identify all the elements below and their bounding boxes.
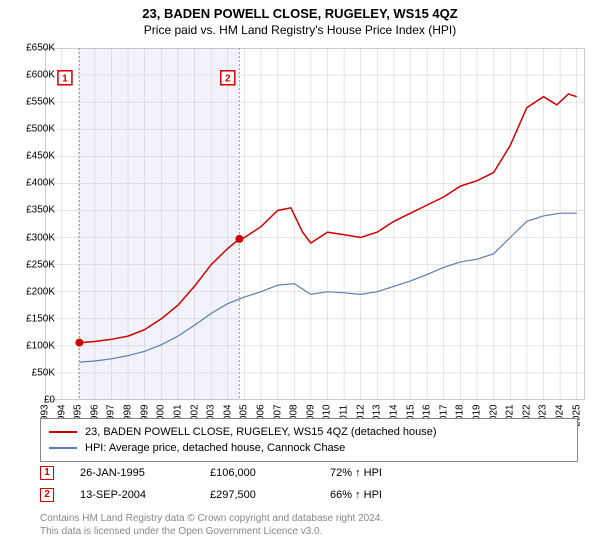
sale-date: 26-JAN-1995 xyxy=(80,467,210,479)
legend-label: HPI: Average price, detached house, Cann… xyxy=(85,442,345,454)
legend-label: 23, BADEN POWELL CLOSE, RUGELEY, WS15 4Q… xyxy=(85,426,437,438)
svg-text:1: 1 xyxy=(62,73,68,84)
legend-item: HPI: Average price, detached house, Cann… xyxy=(49,440,569,456)
footer-line: This data is licensed under the Open Gov… xyxy=(40,525,383,538)
chart-subtitle: Price paid vs. HM Land Registry's House … xyxy=(0,21,600,37)
sale-price: £297,500 xyxy=(210,489,330,501)
footer-text: Contains HM Land Registry data © Crown c… xyxy=(40,512,383,538)
marker-badge: 1 xyxy=(40,466,54,480)
svg-text:2: 2 xyxy=(225,73,231,84)
table-row: 2 13-SEP-2004 £297,500 66% ↑ HPI xyxy=(40,484,450,506)
footer-line: Contains HM Land Registry data © Crown c… xyxy=(40,512,383,525)
chart-container: 23, BADEN POWELL CLOSE, RUGELEY, WS15 4Q… xyxy=(0,0,600,560)
legend: 23, BADEN POWELL CLOSE, RUGELEY, WS15 4Q… xyxy=(40,418,578,462)
legend-item: 23, BADEN POWELL CLOSE, RUGELEY, WS15 4Q… xyxy=(49,424,569,440)
sale-price: £106,000 xyxy=(210,467,330,479)
marker-badge: 2 xyxy=(40,488,54,502)
sale-marker-cell: 1 xyxy=(40,466,80,480)
sales-table: 1 26-JAN-1995 £106,000 72% ↑ HPI 2 13-SE… xyxy=(40,462,450,506)
sale-date: 13-SEP-2004 xyxy=(80,489,210,501)
sale-hpi: 66% ↑ HPI xyxy=(330,489,450,501)
line-chart: 12 xyxy=(45,48,585,400)
sale-hpi: 72% ↑ HPI xyxy=(330,467,450,479)
sale-marker-cell: 2 xyxy=(40,488,80,502)
chart-title: 23, BADEN POWELL CLOSE, RUGELEY, WS15 4Q… xyxy=(0,0,600,21)
table-row: 1 26-JAN-1995 £106,000 72% ↑ HPI xyxy=(40,462,450,484)
legend-swatch xyxy=(49,431,77,433)
legend-swatch xyxy=(49,447,77,449)
